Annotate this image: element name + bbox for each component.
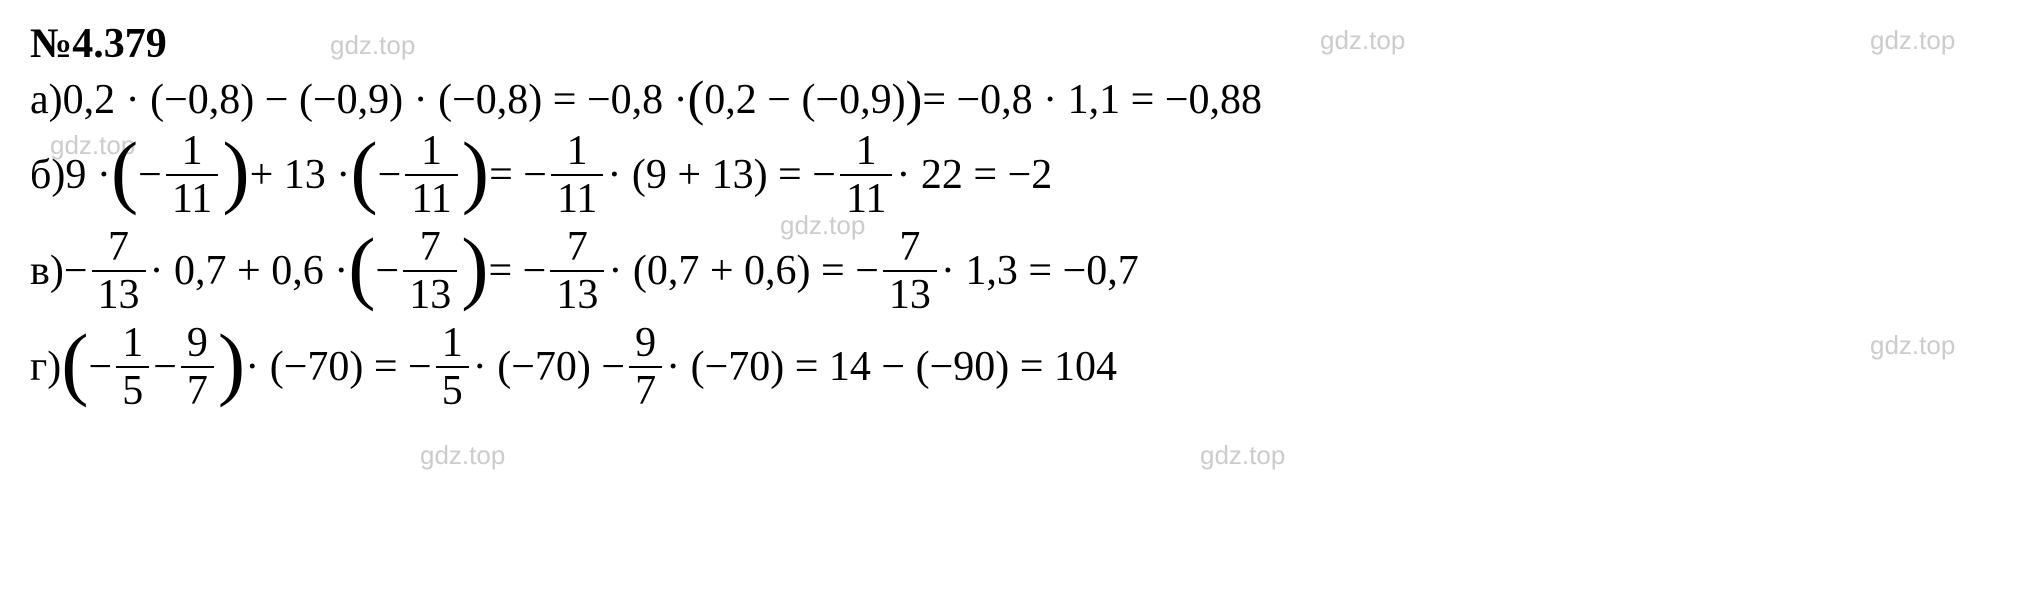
denominator: 11 <box>166 174 218 220</box>
numerator: 1 <box>415 130 448 174</box>
fraction: 15 <box>436 322 469 412</box>
open-paren: ( <box>348 234 375 300</box>
expr-a-3: = −0,8 · 1,1 = −0,88 <box>922 76 1262 124</box>
frac-wrap: − 713 <box>376 226 462 316</box>
label-c: в) <box>30 247 64 295</box>
expr-d-mid3: · (−70) − <box>473 343 625 391</box>
fraction: 15 <box>116 322 149 412</box>
open-paren: ( <box>61 330 88 396</box>
denominator: 13 <box>883 270 937 316</box>
denominator: 5 <box>436 366 469 412</box>
denominator: 13 <box>403 270 457 316</box>
denominator: 5 <box>116 366 149 412</box>
denominator: 7 <box>629 366 662 412</box>
fraction: 111 <box>166 130 218 220</box>
expr-d-mid1: − <box>153 343 177 391</box>
line-b: б) 9 · ( − 111 ) + 13 · ( − 111 ) = − 11… <box>30 130 2011 220</box>
numerator: 1 <box>561 130 594 174</box>
expr-c-mid1: · 0,7 + 0,6 · <box>150 247 349 295</box>
watermark: gdz.top <box>420 440 505 471</box>
numerator: 1 <box>116 322 149 366</box>
frac-wrap: − 15 <box>89 322 154 412</box>
close-paren: ) <box>218 330 245 396</box>
fraction: 713 <box>883 226 937 316</box>
denominator: 11 <box>551 174 603 220</box>
close-paren: ) <box>906 76 923 121</box>
expr-b-mid1: + 13 · <box>250 151 351 199</box>
fraction: 111 <box>840 130 892 220</box>
denominator: 11 <box>405 174 457 220</box>
numerator: 9 <box>181 322 214 366</box>
numerator: 7 <box>561 226 594 270</box>
expr-d-mid4: · (−70) = 14 − (−90) = 104 <box>666 343 1117 391</box>
expr-c-mid2: = − <box>489 247 547 295</box>
numerator: 1 <box>176 130 209 174</box>
denominator: 7 <box>181 366 214 412</box>
numerator: 1 <box>436 322 469 366</box>
expr-a-1: 0,2 · (−0,8) − (−0,9) · (−0,8) = −0,8 · <box>63 76 688 124</box>
numerator: 1 <box>850 130 883 174</box>
frac-wrap: − 111 <box>138 130 222 220</box>
open-paren: ( <box>111 138 138 204</box>
expr-c-pre: − <box>64 247 88 295</box>
frac-wrap: 97 <box>177 322 218 412</box>
watermark: gdz.top <box>1200 440 1285 471</box>
expr-d-mid2: · (−70) = − <box>245 343 432 391</box>
expr-b-mid4: · 22 = −2 <box>896 151 1052 199</box>
open-paren: ( <box>350 138 377 204</box>
problem-number: №4.379 <box>30 20 2011 68</box>
denominator: 13 <box>92 270 146 316</box>
expr-c-mid3: · (0,7 + 0,6) = − <box>608 247 879 295</box>
line-d: г) ( − 15 − 97 ) · (−70) = − 15 · (−70) … <box>30 322 2011 412</box>
expr-b-pre: 9 · <box>65 151 111 199</box>
numerator: 7 <box>414 226 447 270</box>
line-a: а) 0,2 · (−0,8) − (−0,9) · (−0,8) = −0,8… <box>30 76 2011 124</box>
close-paren: ) <box>462 138 489 204</box>
fraction: 97 <box>629 322 662 412</box>
line-c: в) − 713 · 0,7 + 0,6 · ( − 713 ) = − 713… <box>30 226 2011 316</box>
open-paren: ( <box>688 76 705 121</box>
fraction: 713 <box>403 226 457 316</box>
label-a: а) <box>30 76 63 124</box>
expr-a-2: 0,2 − (−0,9) <box>704 76 905 124</box>
fraction: 111 <box>405 130 457 220</box>
numerator: 7 <box>893 226 926 270</box>
close-paren: ) <box>222 138 249 204</box>
label-b: б) <box>30 151 65 199</box>
fraction: 111 <box>551 130 603 220</box>
expr-b-mid3: · (9 + 13) = − <box>607 151 836 199</box>
expr-c-mid4: · 1,3 = −0,7 <box>941 247 1139 295</box>
numerator: 7 <box>102 226 135 270</box>
fraction: 97 <box>181 322 214 412</box>
fraction: 713 <box>550 226 604 316</box>
denominator: 11 <box>840 174 892 220</box>
label-d: г) <box>30 343 61 391</box>
numerator: 9 <box>629 322 662 366</box>
expr-b-mid2: = − <box>489 151 547 199</box>
frac-wrap: − 111 <box>378 130 462 220</box>
denominator: 13 <box>550 270 604 316</box>
fraction: 713 <box>92 226 146 316</box>
close-paren: ) <box>461 234 488 300</box>
